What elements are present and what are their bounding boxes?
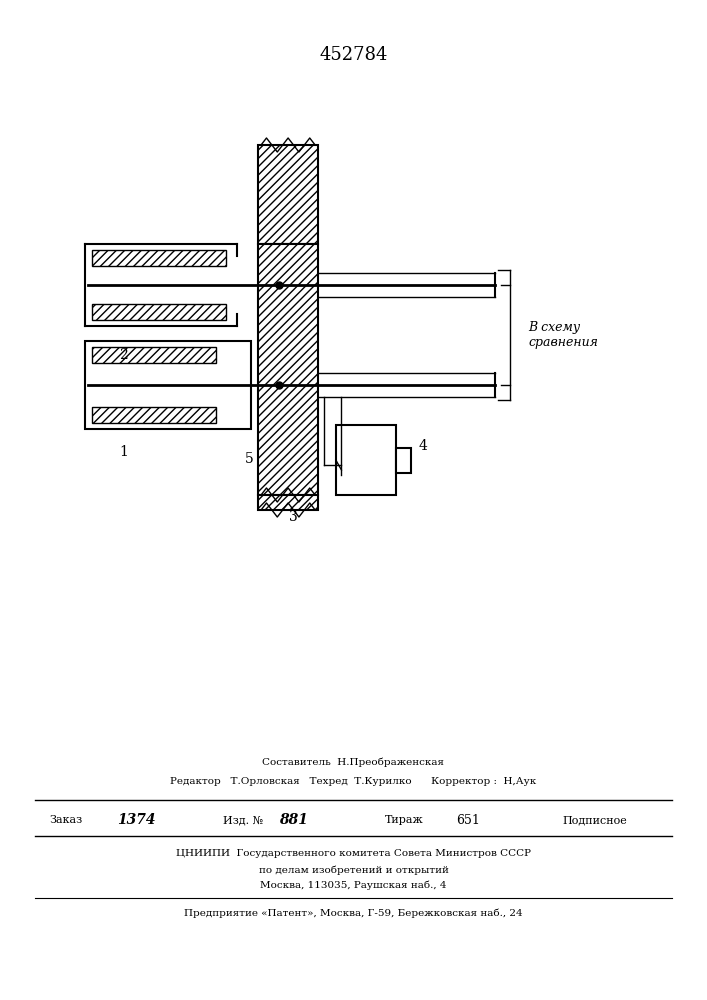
Text: Подписное: Подписное (562, 815, 627, 825)
Text: Составитель  Н.Преображенская: Составитель Н.Преображенская (262, 757, 445, 767)
Text: 1: 1 (119, 445, 128, 459)
Bar (92, 304, 226, 320)
Text: Предприятие «Патент», Москва, Г-59, Бережковская наб., 24: Предприятие «Патент», Москва, Г-59, Бере… (185, 908, 522, 918)
Text: ЦНИИПИ  Государственного комитета Совета Министров СССР: ЦНИИПИ Государственного комитета Совета … (176, 849, 531, 858)
Text: 2: 2 (119, 348, 128, 362)
Bar (258, 145, 318, 244)
Text: 3: 3 (289, 510, 298, 524)
Bar (396, 448, 411, 473)
Bar (92, 407, 216, 423)
Bar (258, 495, 318, 510)
Text: В схему
сравнения: В схему сравнения (528, 321, 598, 349)
Text: Изд. №: Изд. № (223, 815, 263, 825)
Bar (336, 425, 396, 495)
Text: 881: 881 (279, 813, 308, 827)
Text: Заказ: Заказ (49, 815, 83, 825)
Bar (258, 145, 318, 244)
Text: 5: 5 (245, 452, 253, 466)
Bar (92, 250, 226, 266)
Bar (92, 347, 216, 363)
Text: Москва, 113035, Раушская наб., 4: Москва, 113035, Раушская наб., 4 (260, 880, 447, 890)
Text: Тираж: Тираж (385, 815, 424, 825)
Bar (92, 347, 216, 363)
Bar (258, 244, 318, 495)
Text: 4: 4 (419, 439, 428, 453)
Text: Редактор   Т.Орловская   Техред  Т.Курилко      Корректор :  Н,Аук: Редактор Т.Орловская Техред Т.Курилко Ко… (170, 778, 537, 786)
Text: 452784: 452784 (320, 46, 387, 64)
Bar (258, 495, 318, 510)
Text: 651: 651 (456, 814, 480, 826)
Bar (85, 341, 251, 429)
Text: 1374: 1374 (117, 813, 155, 827)
Text: по делам изобретений и открытий: по делам изобретений и открытий (259, 865, 448, 875)
Bar (92, 250, 226, 266)
Bar (92, 304, 226, 320)
Bar (258, 244, 318, 495)
Bar (92, 407, 216, 423)
